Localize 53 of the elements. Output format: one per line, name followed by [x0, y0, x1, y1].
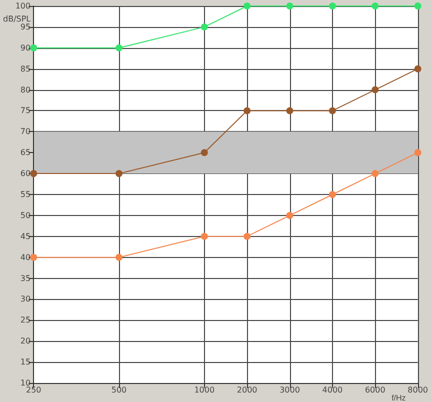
y-tick-label: 15	[20, 358, 31, 367]
x-tick-label: 6000	[364, 386, 386, 394]
y-tick-label: 85	[20, 64, 31, 74]
point	[200, 23, 208, 30]
y-tick-label: 50	[20, 210, 31, 220]
point	[200, 149, 208, 156]
point	[30, 44, 38, 52]
point	[116, 44, 122, 52]
point	[328, 107, 336, 114]
point	[414, 2, 422, 10]
point	[30, 170, 38, 178]
y-tick-label: 35	[20, 274, 31, 283]
y-tick-label: 95	[20, 22, 31, 32]
y-tick-label: 100	[15, 2, 31, 10]
y-tick-label: 75	[20, 106, 31, 116]
x-axis-title: f/Hz	[392, 394, 406, 402]
point	[116, 254, 122, 261]
y-tick-label: 80	[20, 85, 31, 94]
point	[116, 170, 122, 178]
point	[372, 170, 379, 178]
point	[244, 2, 251, 10]
point	[372, 2, 379, 10]
y-tick-label: 60	[20, 169, 31, 178]
x-tick-label: 2000	[236, 386, 258, 394]
y-tick-label: 20	[20, 336, 31, 346]
point	[244, 232, 251, 240]
x-tick-label: 250	[26, 386, 42, 394]
y-tick-label: 90	[20, 43, 31, 52]
y-tick-label: 45	[20, 232, 31, 241]
point	[328, 2, 336, 10]
point	[286, 212, 294, 219]
point	[414, 65, 422, 72]
point	[414, 149, 422, 156]
x-tick-label: 8000	[408, 386, 428, 394]
y-tick-label: 55	[20, 190, 31, 199]
y-tick-label: 25	[20, 316, 31, 325]
x-tick-label: 500	[111, 386, 127, 394]
point	[372, 86, 379, 94]
point	[30, 254, 38, 261]
x-tick-label: 4000	[322, 386, 343, 394]
point	[328, 191, 336, 198]
point	[200, 232, 208, 240]
y-tick-label: 10	[20, 378, 31, 388]
point	[286, 2, 294, 10]
point	[286, 107, 294, 114]
y-tick-label: 30	[20, 294, 31, 304]
y-axis-title: dB/SPL	[2, 14, 32, 24]
y-tick-label: 70	[20, 127, 31, 136]
y-tick-label: 65	[20, 148, 31, 158]
point	[244, 107, 251, 114]
x-tick-label: 3000	[280, 386, 300, 394]
y-tick-label: 40	[20, 252, 31, 262]
x-tick-label: 1000	[194, 386, 215, 394]
